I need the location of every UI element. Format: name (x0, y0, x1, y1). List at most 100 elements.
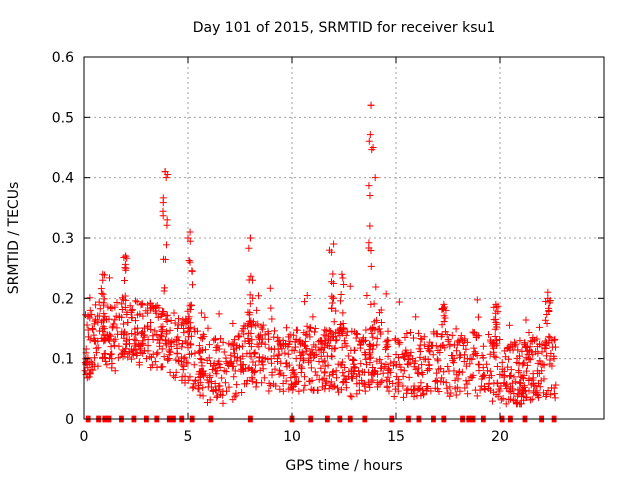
data-point (434, 357, 442, 365)
data-point (399, 393, 407, 401)
data-point (373, 341, 381, 349)
data-point (303, 322, 311, 330)
data-point (254, 332, 262, 340)
data-point (128, 314, 136, 322)
data-point (330, 318, 338, 326)
data-point (282, 359, 290, 367)
data-point (439, 378, 447, 386)
data-point (236, 355, 244, 363)
data-point (189, 281, 197, 289)
data-point (479, 364, 487, 372)
data-point (289, 369, 297, 377)
data-point (438, 321, 446, 329)
data-point (310, 386, 318, 394)
data-point (340, 337, 348, 345)
data-point (100, 316, 108, 324)
data-point (90, 331, 98, 339)
data-point (232, 389, 240, 397)
data-point (268, 359, 276, 367)
data-point (385, 387, 393, 395)
data-point (270, 352, 278, 360)
data-point (339, 309, 347, 317)
data-point (397, 366, 405, 374)
data-point (257, 339, 265, 347)
data-point (411, 387, 419, 395)
data-point (401, 349, 409, 357)
data-point (189, 384, 197, 392)
data-point (140, 333, 148, 341)
data-point (383, 336, 391, 344)
data-point (362, 326, 370, 334)
data-point (264, 355, 272, 363)
data-point (225, 383, 233, 391)
data-point (170, 309, 178, 317)
data-point (122, 340, 130, 348)
data-point (493, 379, 501, 387)
data-point (372, 283, 380, 291)
x-tick-label: 20 (491, 429, 509, 445)
data-point (412, 365, 420, 373)
data-point (252, 383, 260, 391)
data-point (407, 348, 415, 356)
data-point (410, 393, 418, 401)
data-point (502, 400, 510, 408)
data-point (159, 309, 167, 317)
data-point (204, 398, 212, 406)
data-point (151, 358, 159, 366)
data-point (329, 370, 337, 378)
data-point (138, 299, 146, 307)
data-point (478, 375, 486, 383)
data-point (108, 324, 116, 332)
data-point (399, 372, 407, 380)
data-point (327, 378, 335, 386)
data-point (216, 363, 224, 371)
data-point (522, 316, 530, 324)
data-point (450, 367, 458, 375)
data-point (512, 378, 520, 386)
data-point (137, 301, 145, 309)
data-point (453, 347, 461, 355)
data-point (497, 396, 505, 404)
data-point (101, 354, 109, 362)
data-point (188, 350, 196, 358)
data-point (337, 386, 345, 394)
data-point (249, 318, 257, 326)
data-point (545, 333, 553, 341)
data-point (162, 315, 170, 323)
data-point (377, 359, 385, 367)
data-point (195, 370, 203, 378)
data-point (166, 368, 174, 376)
data-point (92, 301, 100, 309)
data-point (100, 295, 108, 303)
data-point (526, 343, 534, 351)
data-point (412, 313, 420, 321)
data-point (138, 330, 146, 338)
data-point (106, 355, 113, 363)
data-point (332, 367, 340, 375)
data-point (336, 320, 344, 328)
data-point (382, 345, 390, 353)
data-point (96, 305, 104, 313)
data-point (463, 380, 471, 388)
data-point (298, 348, 306, 356)
data-point (189, 383, 197, 391)
data-point (390, 393, 398, 401)
data-point (166, 348, 174, 356)
data-point (152, 309, 160, 317)
data-point (423, 382, 431, 390)
data-point (162, 330, 170, 338)
data-point (295, 387, 303, 395)
data-point (373, 316, 381, 324)
data-point (178, 343, 186, 351)
data-point (373, 335, 381, 343)
data-point (261, 340, 269, 348)
data-point (426, 338, 434, 346)
data-point (355, 379, 363, 387)
data-point (545, 306, 553, 314)
data-point (124, 318, 132, 326)
y-tick-label: 0.6 (52, 50, 74, 66)
data-point (320, 348, 328, 356)
data-point (323, 352, 331, 360)
data-point (523, 393, 531, 401)
data-point (425, 365, 433, 373)
